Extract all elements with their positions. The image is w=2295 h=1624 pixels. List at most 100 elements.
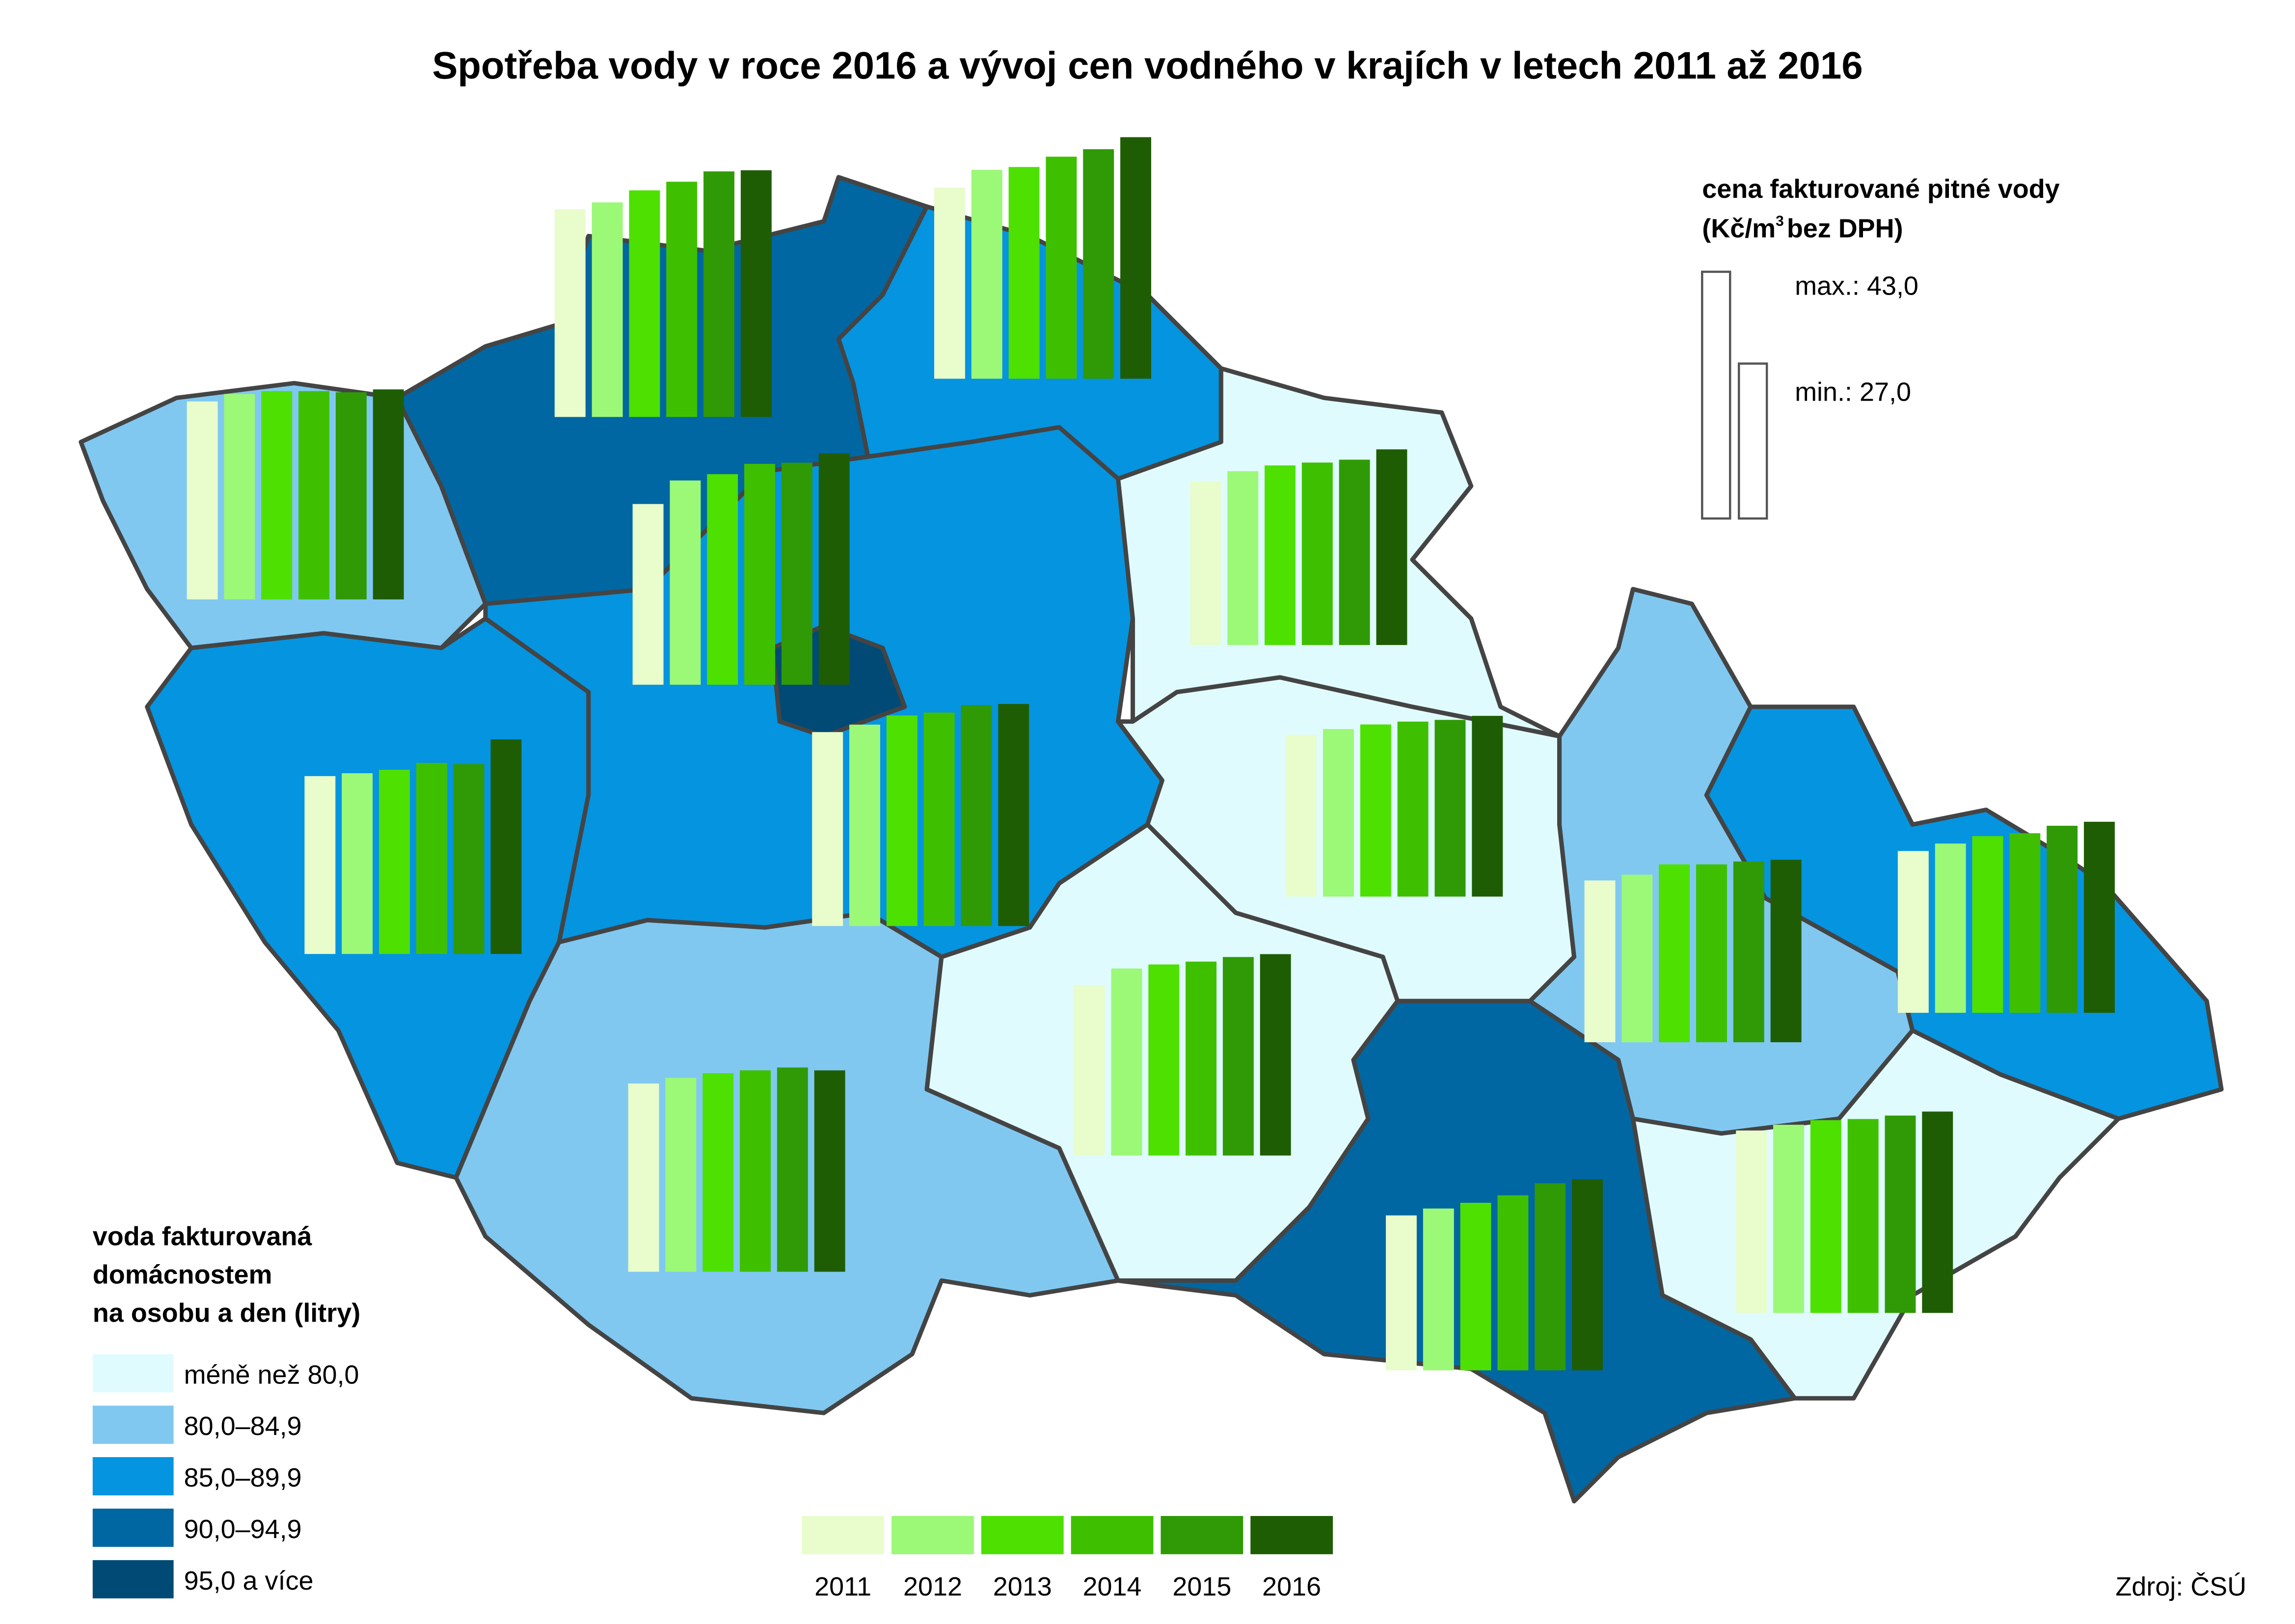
price-bar — [1972, 836, 2003, 1013]
price-bar — [666, 182, 698, 417]
price-bar — [1584, 880, 1616, 1042]
price-bar — [1120, 137, 1151, 379]
price-legend-unit: (Kč/m3 bez DPH) — [1702, 213, 1903, 244]
region-bars — [812, 704, 1029, 926]
price-bar — [812, 732, 843, 926]
price-bar — [2009, 833, 2041, 1013]
price-max: max.: 43,0 — [1795, 271, 1918, 301]
min-label: min.: — [1795, 377, 1852, 406]
price-bar — [592, 202, 623, 417]
price-bar — [1733, 861, 1764, 1042]
year-swatch — [802, 1516, 885, 1554]
year-swatch — [1161, 1516, 1243, 1554]
unit-end: bez DPH) — [1787, 214, 1903, 244]
price-bar — [1572, 1179, 1603, 1371]
price-bar — [998, 704, 1029, 926]
year-label: 2012 — [903, 1572, 962, 1601]
price-bar — [1376, 449, 1407, 645]
price-bar — [1286, 734, 1317, 897]
source: Zdroj: ČSÚ — [2115, 1572, 2246, 1601]
region-bars — [1385, 1179, 1603, 1371]
year-swatch — [1250, 1516, 1333, 1554]
price-bar — [1190, 481, 1221, 645]
price-bar — [335, 392, 367, 599]
price-bar — [1773, 1125, 1804, 1313]
region-bars — [554, 170, 772, 417]
region-bars — [1286, 716, 1503, 897]
price-bar — [923, 712, 955, 926]
legend-swatch — [92, 1457, 174, 1496]
region-bars — [1897, 821, 2115, 1013]
price-legend-title: cena fakturované pitné vody — [1702, 174, 2059, 204]
price-bar — [1885, 1115, 1916, 1313]
year-label: 2011 — [814, 1572, 871, 1601]
price-bar — [1659, 864, 1690, 1042]
price-bar — [1222, 957, 1254, 1156]
price-bar — [1323, 729, 1354, 897]
price-bar — [1186, 961, 1217, 1156]
region-bars — [187, 389, 404, 599]
price-bar — [1696, 864, 1727, 1042]
region-bars — [632, 453, 850, 685]
price-bar — [1460, 1203, 1491, 1371]
price-bar — [814, 1070, 845, 1272]
consumption-legend-title: na osobu a den (litry) — [93, 1298, 360, 1327]
price-bar — [886, 715, 918, 926]
unit-sup: 3 — [1776, 213, 1784, 229]
price-bar — [1736, 1130, 1767, 1313]
price-legend-bar — [1701, 271, 1731, 520]
price-bar — [1385, 1215, 1417, 1371]
region-bars — [1074, 954, 1291, 1156]
price-bar — [261, 391, 293, 599]
price-bar — [1621, 874, 1653, 1042]
price-bar — [342, 773, 373, 954]
legend-label: 90,0–94,9 — [184, 1515, 302, 1544]
price-bar — [1083, 149, 1114, 379]
price-bar — [298, 391, 329, 599]
consumption-legend-title: domácnostem — [93, 1260, 272, 1289]
region-bars — [1584, 860, 1802, 1042]
price-bar — [373, 389, 404, 599]
price-bar — [1897, 851, 1929, 1013]
year-label: 2014 — [1083, 1572, 1142, 1601]
consumption-legend-title: voda fakturovaná — [93, 1222, 313, 1251]
price-bar — [1074, 985, 1105, 1156]
price-bar — [702, 1073, 734, 1272]
price-bar — [632, 504, 664, 685]
legend-label: 95,0 a více — [184, 1566, 314, 1596]
price-bar — [1339, 460, 1370, 645]
price-bar — [1847, 1119, 1879, 1313]
price-bar — [304, 776, 336, 954]
price-bar — [378, 770, 410, 954]
price-bar — [224, 394, 255, 599]
region-bars — [934, 137, 1151, 379]
region-bars — [1736, 1111, 1953, 1313]
price-bar — [744, 463, 776, 685]
price-bar — [777, 1067, 808, 1272]
price-bar — [1360, 724, 1391, 897]
price-bar — [1046, 157, 1077, 379]
price-bar — [554, 209, 586, 417]
price-bar — [670, 480, 701, 685]
year-swatch — [981, 1516, 1064, 1554]
price-bar — [416, 762, 447, 954]
price-bar — [707, 474, 738, 685]
price-bar — [818, 453, 850, 685]
legend-label: 85,0–89,9 — [184, 1463, 302, 1492]
price-bar — [740, 1070, 771, 1272]
price-bar — [187, 401, 218, 599]
legend-swatch — [92, 1508, 174, 1547]
region-bars — [304, 739, 522, 954]
region-bars — [1190, 449, 1407, 645]
year-label: 2015 — [1172, 1572, 1231, 1601]
price-bar — [1434, 720, 1466, 897]
price-bar — [849, 725, 880, 926]
price-bar — [971, 170, 1002, 379]
legend-swatch — [92, 1354, 174, 1393]
price-legend-bar — [1737, 362, 1768, 520]
max-label: max.: — [1795, 271, 1860, 301]
price-bar — [1810, 1120, 1841, 1313]
price-bar — [490, 739, 522, 954]
price-bar — [1497, 1195, 1529, 1371]
